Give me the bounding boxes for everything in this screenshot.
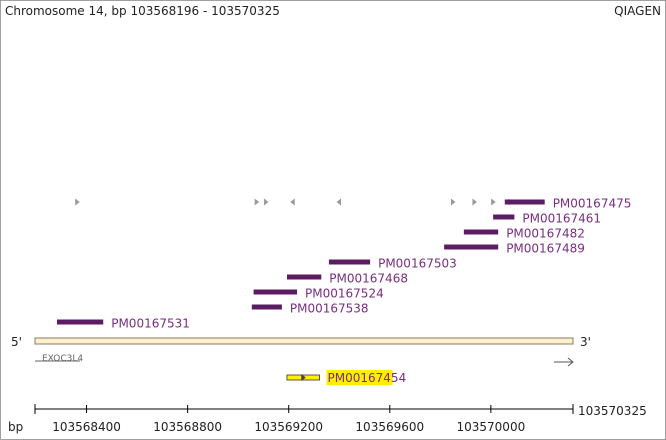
region-title: Chromosome 14, bp 103568196 - 103570325 xyxy=(5,4,280,18)
forward-marker-icon xyxy=(450,198,456,206)
axis-unit-label: bp xyxy=(8,420,23,434)
probe-bar[interactable] xyxy=(253,289,298,295)
probe-label[interactable]: PM00167468 xyxy=(329,272,408,286)
probe-bar[interactable] xyxy=(251,304,282,310)
probe-bar[interactable] xyxy=(444,244,499,250)
forward-marker-icon xyxy=(254,198,260,206)
marker-track xyxy=(75,198,510,206)
axis-tick-label: 103568800 xyxy=(153,420,222,434)
forward-marker-icon xyxy=(263,198,269,206)
probe-label[interactable]: PM00167524 xyxy=(305,287,384,301)
probe-bar[interactable] xyxy=(328,259,371,265)
gene-strand-arrow xyxy=(554,357,574,367)
probe-bar[interactable] xyxy=(504,199,545,205)
axis-end-label: 103570325 xyxy=(578,404,647,418)
highlighted-probe-strand-icon xyxy=(301,374,306,381)
forward-marker-icon xyxy=(75,198,80,206)
highlighted-probe-label[interactable]: PM00167454 xyxy=(328,371,407,385)
probe-label[interactable]: PM00167489 xyxy=(506,242,585,256)
probe-label[interactable]: PM00167503 xyxy=(378,257,457,271)
axis-tick-label: 103569200 xyxy=(254,420,323,434)
three-prime-label: 3' xyxy=(580,335,591,349)
probe-label[interactable]: PM00167461 xyxy=(522,212,601,226)
five-prime-label: 5' xyxy=(11,335,22,349)
probe-bar[interactable] xyxy=(56,319,104,325)
probe-bar[interactable] xyxy=(493,214,515,220)
probe-track: PM00167475PM00167461PM00167482PM00167489… xyxy=(56,197,632,331)
probe-label[interactable]: PM00167475 xyxy=(553,197,632,211)
forward-marker-icon xyxy=(472,198,477,206)
probe-bar[interactable] xyxy=(463,229,499,235)
axis-ticks: 103568400 103568800 103569200 103569600 1035… xyxy=(52,405,525,434)
probe-label[interactable]: PM00167531 xyxy=(111,317,190,331)
forward-marker-icon xyxy=(491,198,496,206)
probe-label[interactable]: PM00167482 xyxy=(506,227,585,241)
gene-label[interactable]: EXOC3L4 xyxy=(42,354,83,364)
probe-bar[interactable] xyxy=(286,274,322,280)
axis-tick-label: 103568400 xyxy=(52,420,121,434)
axis-tick-label: 103570000 xyxy=(457,420,526,434)
probe-label[interactable]: PM00167538 xyxy=(290,302,369,316)
highlighted-probe-label-bg xyxy=(326,370,393,385)
reverse-marker-icon xyxy=(336,198,341,206)
axis-tick-label: 103569600 xyxy=(355,420,424,434)
chromosome-bar[interactable] xyxy=(34,337,574,345)
reverse-marker-icon xyxy=(290,198,295,206)
brand-logo-text: QIAGEN xyxy=(614,4,661,18)
